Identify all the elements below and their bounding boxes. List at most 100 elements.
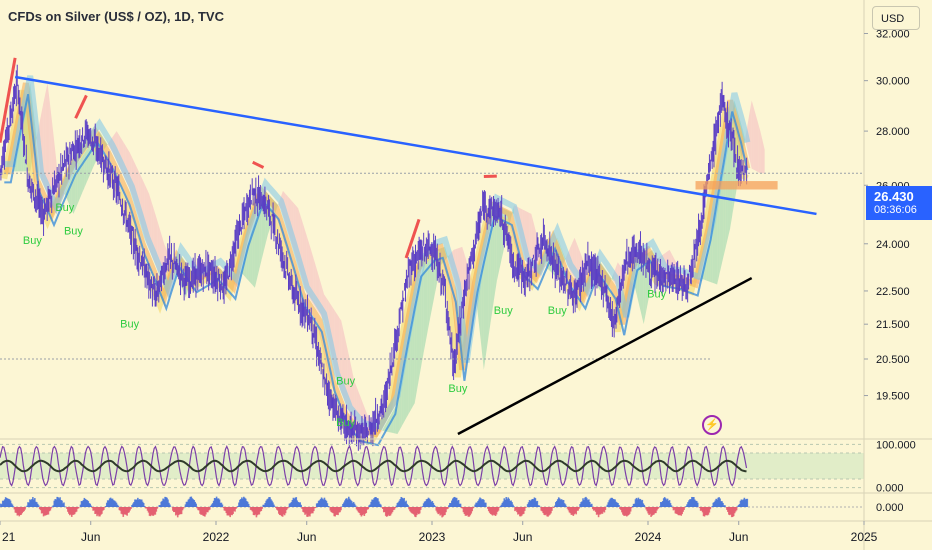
- histogram-bar: [296, 500, 299, 507]
- histogram-bar: [606, 504, 609, 507]
- histogram-bar: [306, 507, 308, 517]
- histogram-bar: [692, 497, 694, 507]
- cloud-segment: [43, 93, 46, 190]
- buy-label: Buy: [336, 375, 355, 387]
- histogram-bar: [461, 507, 464, 509]
- histogram-bar: [662, 498, 665, 507]
- histogram-bar: [429, 499, 432, 507]
- histogram-bar: [129, 507, 131, 511]
- histogram-bar: [316, 503, 319, 507]
- histogram-bar: [220, 502, 223, 507]
- histogram-bar: [196, 507, 198, 509]
- histogram-bar: [356, 507, 359, 511]
- histogram-bar: [344, 500, 346, 507]
- histogram-bar: [467, 507, 470, 517]
- histogram-bar: [119, 507, 122, 511]
- histogram-bar: [390, 507, 393, 514]
- histogram-bar: [632, 503, 635, 507]
- histogram-bar: [519, 507, 521, 517]
- histogram-bar: [147, 507, 150, 513]
- histogram-bar: [680, 507, 682, 516]
- histogram-bar: [696, 502, 699, 507]
- time-tick-label: 2025: [851, 530, 878, 544]
- histogram-bar: [206, 507, 208, 513]
- histogram-bar: [141, 501, 144, 507]
- histogram-bar: [5, 497, 8, 507]
- cloud-segment: [425, 260, 428, 343]
- histogram-bar: [527, 502, 530, 507]
- histogram-bar: [547, 507, 549, 517]
- histogram-bar: [79, 504, 82, 507]
- histogram-bar: [312, 507, 315, 512]
- histogram-bar: [474, 504, 476, 507]
- histogram-bar: [253, 507, 256, 516]
- histogram-bar: [308, 507, 310, 516]
- histogram-bar: [47, 507, 50, 515]
- histogram-bar: [274, 506, 276, 507]
- histogram-bar: [569, 507, 572, 514]
- histogram-bar: [619, 507, 621, 509]
- histogram-bar: [737, 505, 740, 507]
- histogram-bar: [270, 499, 272, 507]
- histogram-bar: [604, 507, 607, 510]
- histogram-bar: [397, 502, 400, 507]
- histogram-bar: [166, 497, 168, 507]
- histogram-bar: [92, 507, 94, 511]
- histogram-bar: [719, 498, 721, 507]
- supply-zone: [695, 181, 778, 190]
- histogram-bar: [424, 501, 427, 507]
- histogram-bar: [262, 504, 265, 507]
- histogram-bar: [630, 507, 633, 509]
- price-tick-label: 24.000: [876, 239, 910, 251]
- sell-signal-mark: [404, 218, 421, 259]
- histogram-bar: [534, 498, 537, 507]
- histogram-bar: [573, 507, 576, 515]
- histogram-bar: [130, 507, 132, 509]
- histogram-bar: [528, 499, 531, 507]
- histogram-bar: [326, 503, 329, 507]
- histogram-bar: [128, 507, 130, 513]
- histogram-bar: [465, 507, 468, 516]
- histogram-bar: [426, 498, 429, 507]
- histogram-bar: [69, 507, 71, 516]
- histogram-bar: [450, 503, 452, 507]
- histogram-bar: [673, 507, 676, 510]
- histogram-bar: [571, 507, 574, 515]
- histogram-bar: [381, 507, 384, 509]
- histogram-bar: [463, 507, 466, 515]
- histogram-bar: [240, 498, 242, 507]
- histogram-bar: [576, 507, 578, 511]
- histogram-bar: [139, 499, 142, 507]
- histogram-bar: [423, 501, 426, 507]
- histogram-bar: [572, 507, 575, 516]
- buy-label: Buy: [120, 319, 139, 331]
- histogram-bar: [12, 506, 15, 507]
- histogram-bar: [136, 499, 138, 507]
- oscillator-tick-label: 100.000: [876, 439, 916, 451]
- histogram-bar: [302, 507, 304, 512]
- cloud-segment: [382, 426, 385, 432]
- histogram-bar: [388, 507, 391, 517]
- histogram-bar: [169, 504, 171, 507]
- histogram-bar: [643, 504, 646, 507]
- lightning-icon[interactable]: ⚡: [702, 415, 722, 435]
- histogram-bar: [15, 507, 18, 513]
- histogram-bar: [407, 505, 409, 507]
- histogram-bar: [100, 507, 102, 515]
- histogram-bar: [667, 500, 670, 507]
- histogram-bar: [226, 507, 229, 516]
- histogram-bar: [37, 505, 40, 507]
- histogram-bar: [592, 507, 595, 511]
- histogram-bar: [422, 503, 425, 507]
- cloud-segment: [416, 286, 420, 391]
- cloud-segment: [49, 101, 52, 204]
- histogram-bar: [480, 498, 482, 507]
- histogram-bar: [60, 500, 62, 507]
- cloud-segment: [429, 255, 432, 320]
- histogram-bar: [158, 505, 161, 507]
- histogram-bar: [543, 507, 545, 515]
- currency-button[interactable]: USD: [872, 6, 920, 30]
- histogram-bar: [459, 503, 462, 507]
- histogram-bar: [10, 503, 13, 507]
